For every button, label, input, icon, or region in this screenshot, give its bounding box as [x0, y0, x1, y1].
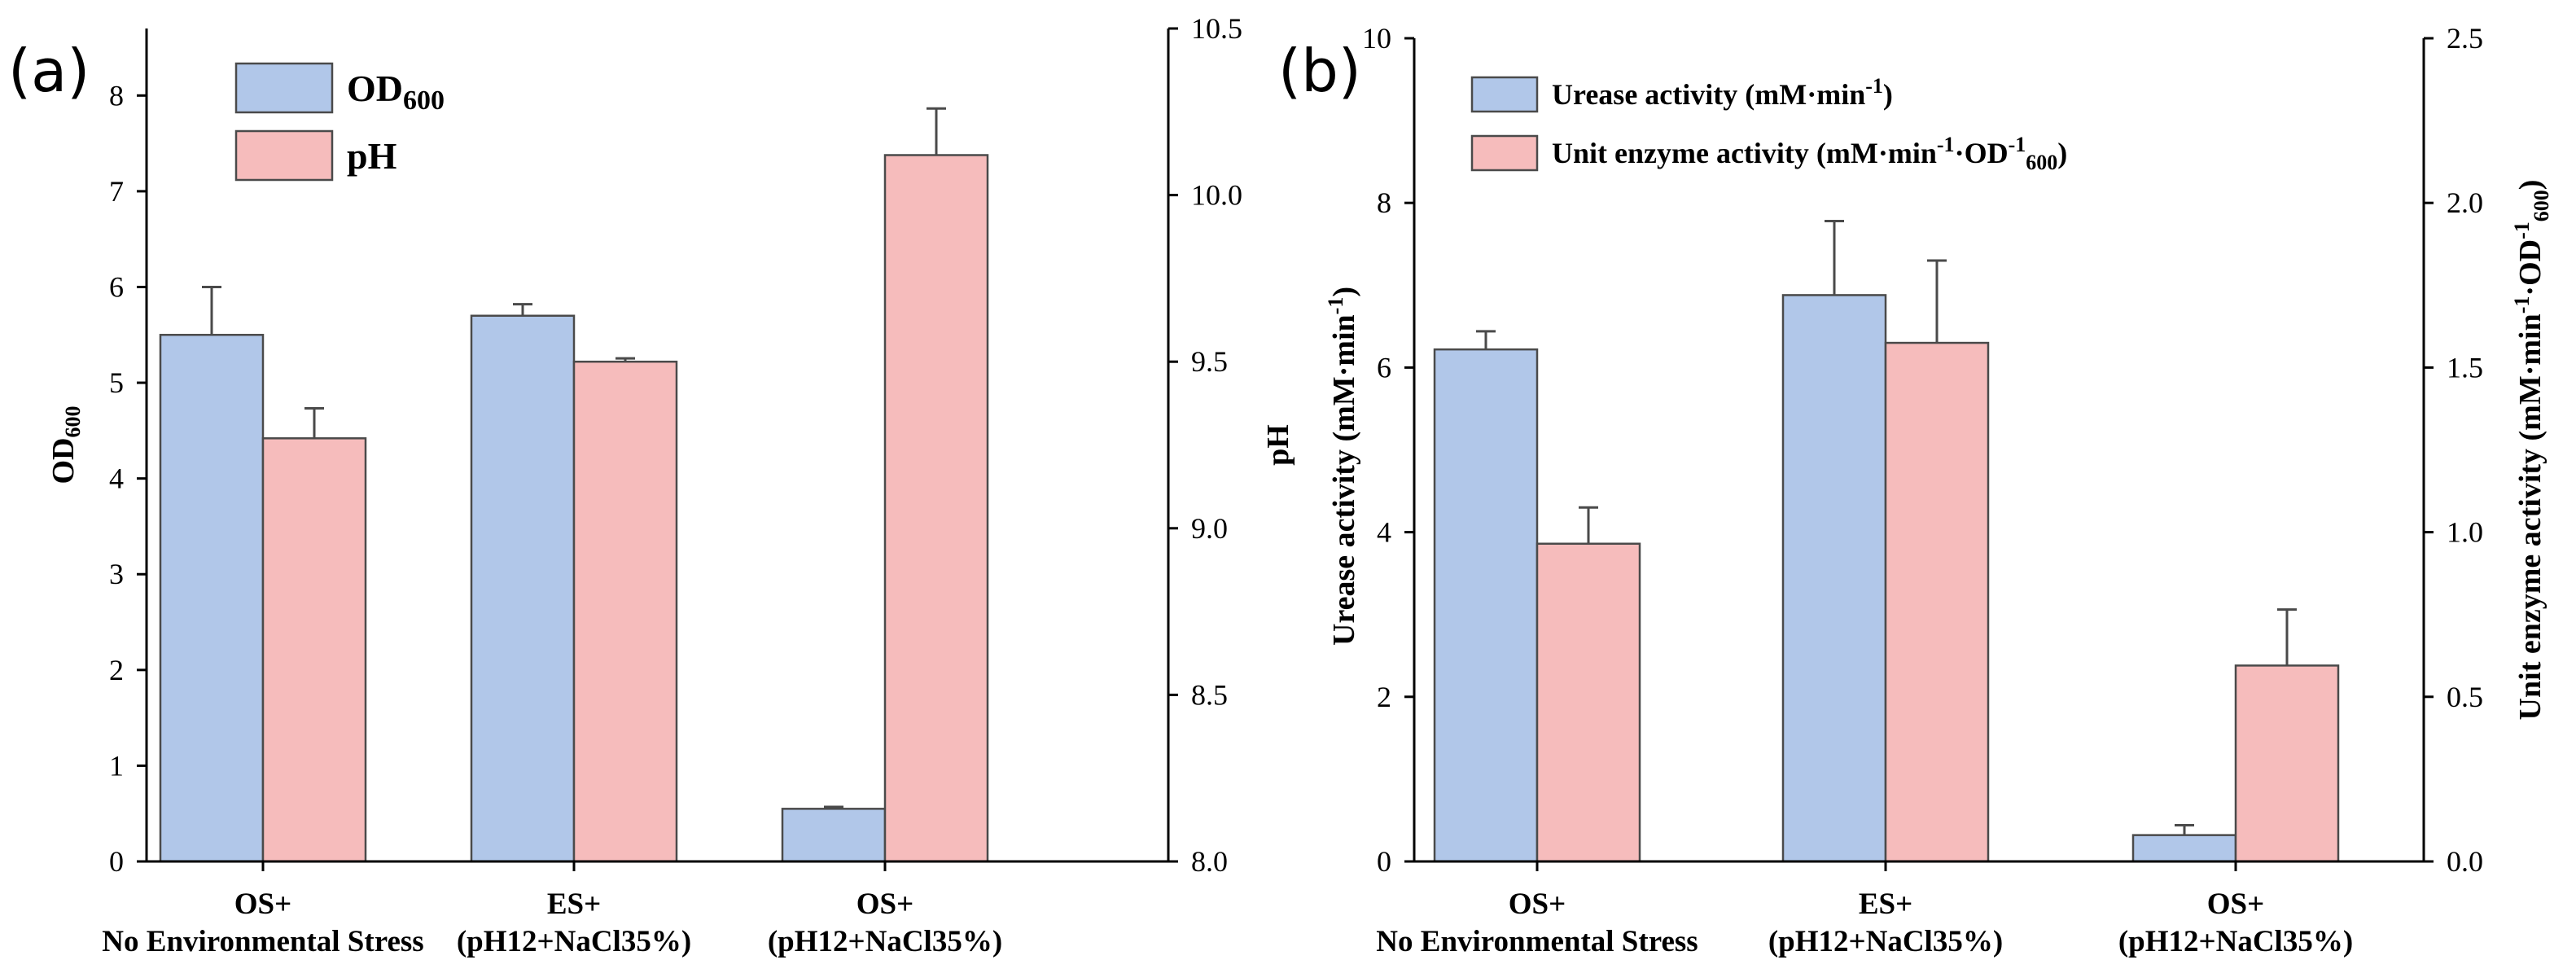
panel-a-left-tick-label: 7	[109, 175, 124, 208]
panel-a-bar-blue-1	[159, 334, 265, 863]
panel-a-category-label-line1: OS+	[234, 888, 291, 921]
panel-b-legend-swatch-blue	[1470, 76, 1539, 113]
panel-b-left-tick-label: 4	[1377, 516, 1391, 549]
panel-b-right-tick-label: 0.5	[2447, 681, 2483, 713]
panel-b-right-tick-label: 1.0	[2447, 516, 2483, 549]
panel-b-left-tick-label: 2	[1377, 681, 1391, 713]
panel-a-right-axis-title: pH	[1261, 424, 1295, 466]
panel-a-error-bar-pink-2	[616, 357, 635, 362]
panel-b-error-bar-pink-3	[2277, 608, 2297, 666]
panel-b-right-tick-label: 1.5	[2447, 351, 2483, 384]
panel-b-bar-blue-3	[2131, 834, 2237, 863]
panel-b-right-tick-label: 2.5	[2447, 22, 2483, 55]
panel-a-bar-blue-3	[781, 808, 887, 863]
panel-a-error-bar-blue-2	[513, 303, 532, 316]
panel-a-right-tick-label: 10.0	[1191, 179, 1242, 212]
panel-b-category-label-line2: (pH12+NaCl35%)	[2118, 925, 2353, 958]
panel-b-bar-pink-3	[2234, 664, 2340, 863]
panel-b-category-label-line2: No Environmental Stress	[1376, 925, 1698, 958]
panel-b-error-bar-pink-2	[1927, 259, 1947, 344]
panel-a-left-tick-label: 1	[109, 749, 124, 782]
panel-b-right-axis-title: Unit enzyme activity (mM·min-1·OD-1600)	[2510, 180, 2553, 721]
panel-b-right-tick-label: 2.0	[2447, 186, 2483, 219]
panel-b-left-tick-label: 6	[1377, 351, 1391, 384]
panel-a-error-bar-pink-3	[927, 107, 946, 156]
panel-a-right-tick-label: 8.5	[1191, 678, 1228, 711]
panel-b-category-label-line1: OS+	[1509, 888, 1566, 921]
panel-a-right-tick-label: 9.5	[1191, 345, 1228, 378]
panel-b-left-axis-title: Urease activity (mM·min-1)	[1324, 287, 1361, 646]
panel-b-error-bar-blue-2	[1825, 219, 1844, 296]
panel-a-left-tick-label: 5	[109, 366, 124, 399]
panel-b-category-label-line1: ES+	[1859, 888, 1912, 921]
panel-a-category-label-line2: (pH12+NaCl35%)	[457, 925, 691, 958]
panel-a-category-label-line2: (pH12+NaCl35%)	[768, 925, 1002, 958]
panel-a-bar-pink-3	[883, 154, 989, 863]
panel-a-left-tick-label: 0	[109, 845, 124, 878]
panel-a-left-tick-label: 6	[109, 270, 124, 303]
panel-a-left-tick-label: 3	[109, 558, 124, 590]
panel-a-chart: 0 1 2 3 4 5 6 7 8 8.0 8.5 9.0 9.5 10.0 10.5 OS+ No Envir…	[46, 12, 1295, 958]
panel-a-legend-label-blue: OD600	[347, 68, 445, 116]
panel-a-left-tick-label: 2	[109, 654, 124, 686]
panel-b-right-tick-label: 0.0	[2447, 845, 2483, 878]
panel-a-right-tick-label: 8.0	[1191, 845, 1228, 878]
panel-b-bar-blue-1	[1433, 348, 1539, 863]
panel-a-legend-swatch-pink	[234, 129, 334, 182]
panel-b-bar-blue-2	[1781, 294, 1887, 863]
panel-a-legend-swatch-blue	[234, 62, 334, 114]
panel-b-chart: 0 2 4 6 8 10 0.0 0.5 1.0 1.5 2.0 2.5 OS+ No Environme…	[1324, 22, 2553, 958]
panel-b-left-tick-label: 0	[1377, 845, 1391, 878]
panel-b-bar-pink-2	[1884, 341, 1990, 863]
panel-a-left-tick-label: 4	[109, 462, 124, 495]
panel-a-legend-label-pink: pH	[347, 135, 397, 177]
panel-a-left-axis-title: OD600	[46, 406, 85, 484]
panel-b-error-bar-blue-3	[2175, 824, 2194, 835]
panel-b-category-label-line1: OS+	[2207, 888, 2264, 921]
panel-b-category-label-line2: (pH12+NaCl35%)	[1768, 925, 2003, 958]
panel-a-bar-blue-2	[470, 314, 576, 863]
panel-b-error-bar-blue-1	[1476, 330, 1496, 350]
panel-a-error-bar-blue-3	[824, 805, 843, 809]
panel-b-label: (b)	[1278, 37, 1361, 105]
panel-b-legend-label-pink: Unit enzyme activity (mM·min-1·OD-1600)	[1552, 133, 2067, 174]
panel-b-left-tick-label: 10	[1362, 22, 1391, 55]
panel-a-error-bar-pink-1	[304, 406, 324, 439]
panel-a-right-tick-label: 9.0	[1191, 512, 1228, 545]
panel-a-category-label-line1: ES+	[547, 888, 601, 921]
panel-a-label: (a)	[8, 37, 90, 105]
panel-a-left-tick-label: 8	[109, 79, 124, 112]
panel-a-bar-pink-1	[261, 437, 367, 863]
panel-b-left-tick-label: 8	[1377, 186, 1391, 219]
panel-a-right-tick-label: 10.5	[1191, 12, 1242, 45]
panel-b-bar-pink-1	[1536, 542, 1641, 863]
panel-b-legend-label-blue: Urease activity (mM·min-1)	[1552, 74, 1893, 111]
panel-a-error-bar-blue-1	[202, 285, 221, 335]
panel-b-legend-swatch-pink	[1470, 134, 1539, 172]
panel-a-category-label-line2: No Environmental Stress	[102, 925, 423, 958]
panel-a-bar-pink-2	[572, 360, 678, 863]
panel-a-category-label-line1: OS+	[856, 888, 913, 921]
panel-b-error-bar-pink-1	[1579, 506, 1598, 544]
